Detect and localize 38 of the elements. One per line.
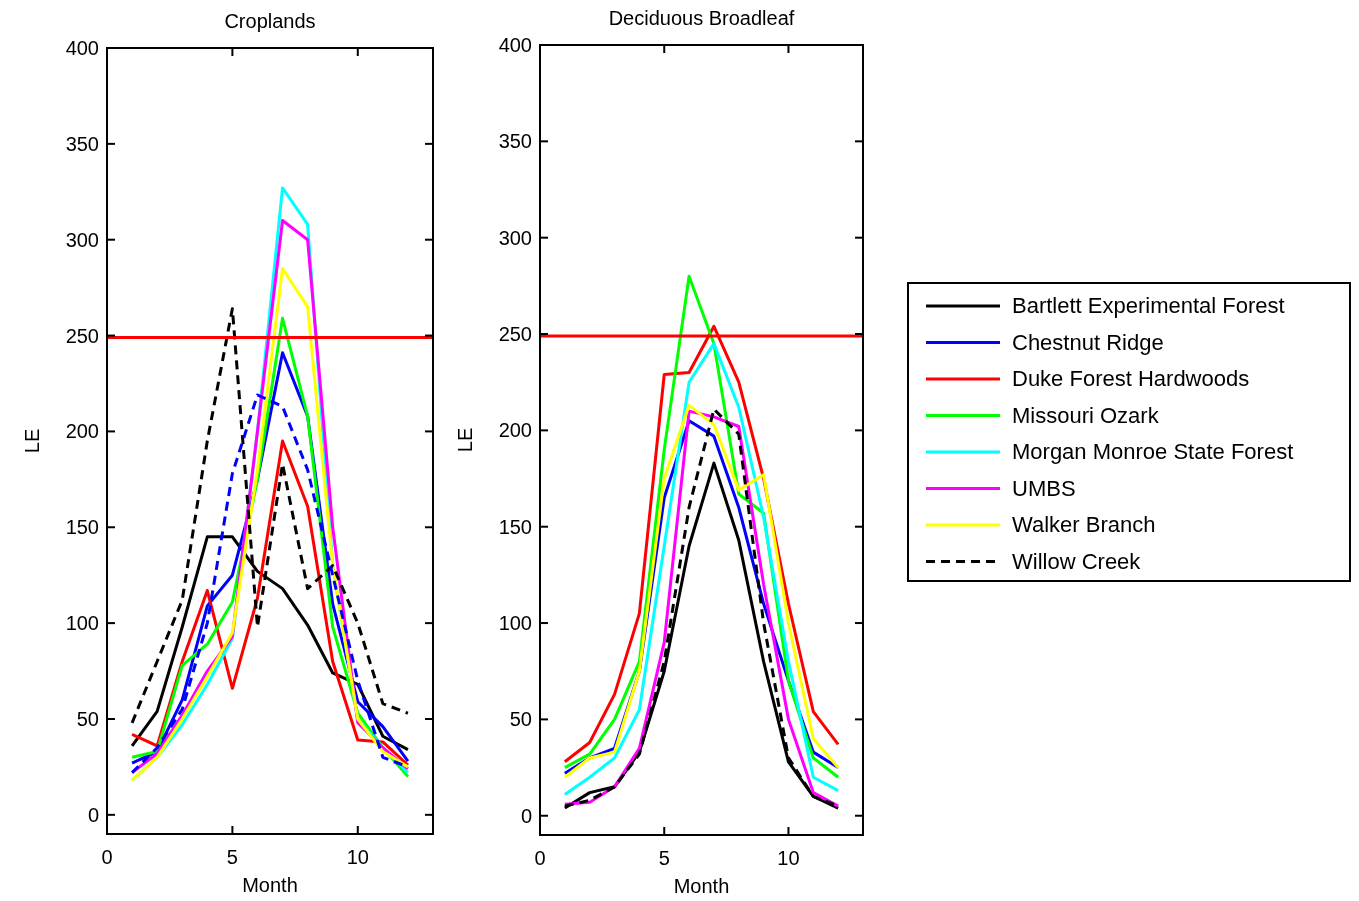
- chart-title: Croplands: [224, 10, 316, 32]
- y-tick-label: 150: [498, 515, 532, 538]
- legend-label: Bartlett Experimental Forest: [1012, 293, 1285, 318]
- x-tick-label: 0: [101, 846, 113, 868]
- y-axis-title: LE: [454, 427, 476, 453]
- y-tick-label: 400: [498, 34, 532, 56]
- x-axis-title: Month: [242, 874, 298, 896]
- legend-label: Duke Forest Hardwoods: [1012, 366, 1250, 391]
- legend-label: Morgan Monroe State Forest: [1012, 439, 1294, 464]
- y-tick-label: 150: [65, 516, 99, 539]
- y-tick-label: 200: [498, 419, 532, 442]
- legend-label: Willow Creek: [1012, 548, 1142, 574]
- legend-label: Walker Branch: [1012, 512, 1156, 537]
- y-tick-label: 50: [509, 708, 532, 731]
- y-tick-label: 0: [520, 804, 532, 827]
- x-tick-label: 10: [777, 847, 800, 869]
- y-tick-label: 300: [498, 226, 532, 249]
- x-tick-label: 5: [226, 846, 238, 868]
- legend-label: UMBS: [1012, 475, 1076, 501]
- x-tick-label: 0: [534, 847, 546, 869]
- y-tick-label: 200: [65, 420, 99, 443]
- chart-title: Deciduous Broadleaf: [608, 7, 795, 29]
- y-tick-label: 250: [65, 324, 99, 347]
- y-tick-label: 250: [498, 323, 532, 346]
- legend-label: Chestnut Ridge: [1012, 329, 1164, 355]
- y-tick-label: 100: [498, 612, 532, 635]
- y-axis-title: LE: [21, 428, 43, 454]
- x-tick-label: 5: [658, 847, 670, 869]
- y-tick-label: 100: [65, 612, 99, 635]
- y-tick-label: 350: [498, 130, 532, 153]
- y-tick-label: 50: [76, 707, 99, 730]
- y-tick-label: 350: [65, 132, 99, 155]
- legend-label: Missouri Ozark: [1012, 402, 1160, 428]
- y-tick-label: 300: [65, 228, 99, 251]
- y-tick-label: 400: [65, 37, 99, 59]
- x-axis-title: Month: [673, 875, 730, 897]
- x-tick-label: 10: [346, 846, 369, 868]
- y-tick-label: 0: [87, 803, 99, 826]
